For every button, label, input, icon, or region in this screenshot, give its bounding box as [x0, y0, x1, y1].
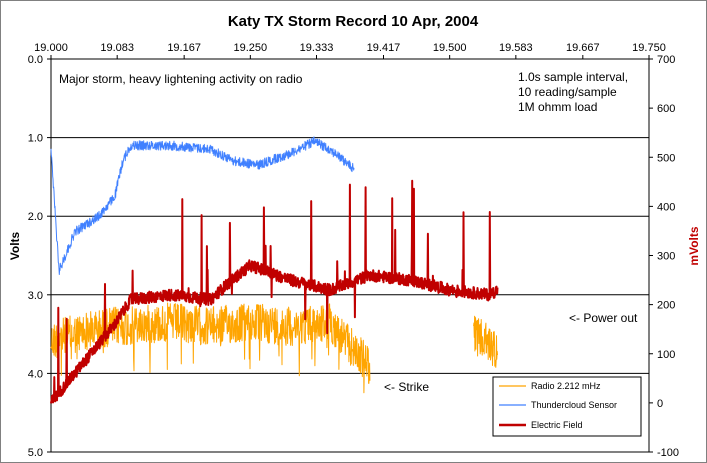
- y-left-tick-label: 4.0: [28, 368, 43, 380]
- series-layer: [50, 136, 499, 404]
- y-right-tick-label: 200: [657, 300, 675, 312]
- legend-label-thundercloud: Thundercloud Sensor: [531, 400, 617, 410]
- chart-title: Katy TX Storm Record 10 Apr, 2004: [228, 13, 479, 30]
- x-tick-label: 19.250: [234, 42, 268, 54]
- y-right-tick-label: 400: [657, 201, 675, 213]
- annotation-top-right-2: 10 reading/sample: [518, 85, 617, 99]
- annotation-strike: <- Strike: [384, 380, 429, 394]
- y-right-tick-label: 600: [657, 103, 675, 115]
- x-tick-label: 19.500: [433, 42, 467, 54]
- y-axis-left: 0.0 1.0 2.0 3.0 4.0 5.0: [28, 54, 51, 459]
- x-tick-label: 19.333: [300, 42, 334, 54]
- x-tick-label: 19.667: [566, 42, 600, 54]
- y-right-tick-label: 300: [657, 251, 675, 263]
- y-left-tick-label: 1.0: [28, 133, 43, 145]
- x-tick-label: 19.167: [167, 42, 201, 54]
- annotation-top-left: Major storm, heavy lightening activity o…: [59, 72, 303, 86]
- annotation-top-right-1: 1.0s sample interval,: [518, 70, 628, 84]
- y-right-tick-label: 500: [657, 152, 675, 164]
- y-left-tick-label: 0.0: [28, 54, 43, 66]
- legend-label-radio: Radio 2.212 mHz: [531, 381, 601, 391]
- y-right-tick-label: 700: [657, 54, 675, 66]
- x-tick-label: 19.750: [632, 42, 666, 54]
- legend: Radio 2.212 mHz Thundercloud Sensor Elec…: [492, 376, 642, 437]
- legend-label-electric-field: Electric Field: [531, 420, 583, 430]
- x-tick-label: 19.417: [367, 42, 401, 54]
- x-tick-label: 19.583: [499, 42, 533, 54]
- annotation-power-out: <- Power out: [569, 311, 638, 325]
- x-tick-label: 19.083: [100, 42, 134, 54]
- y-right-tick-label: 100: [657, 349, 675, 361]
- y-right-tick-label: 0: [657, 398, 663, 410]
- y-left-tick-label: 5.0: [28, 447, 43, 459]
- series-line-electric-field: [50, 179, 499, 404]
- series-line-radio: [50, 302, 371, 394]
- y-left-label: Volts: [8, 231, 22, 260]
- series-line-thundercloud: [50, 136, 355, 275]
- y-axis-right: 700 600 500 400 300 200 100 0 -100: [649, 54, 679, 459]
- x-tick-label: 19.000: [34, 42, 68, 54]
- series-line-radio: [473, 315, 498, 368]
- y-left-tick-label: 2.0: [28, 211, 43, 223]
- y-right-label: mVolts: [687, 226, 701, 265]
- y-left-tick-label: 3.0: [28, 290, 43, 302]
- x-axis-top: 19.000 19.083 19.167 19.250 19.333 19.417 19.5…: [34, 42, 666, 59]
- annotation-top-right-3: 1M ohmm load: [518, 100, 597, 114]
- y-right-tick-label: -100: [657, 447, 679, 459]
